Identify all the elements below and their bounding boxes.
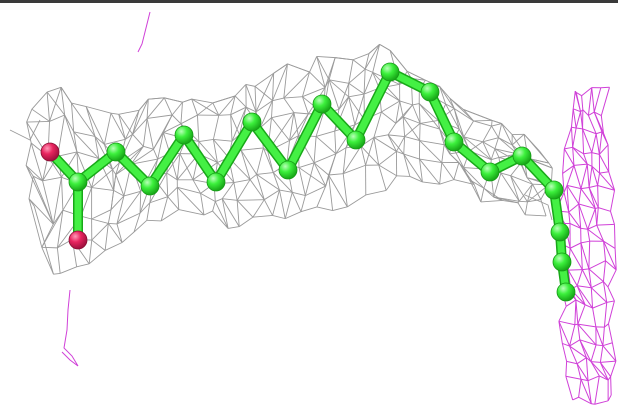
viewer-top-border <box>0 0 618 3</box>
carbon-atom-1 <box>68 172 88 192</box>
bond-6 <box>212 118 256 186</box>
atoms <box>40 62 576 302</box>
carbon-atom-9 <box>346 130 366 150</box>
bond-7 <box>248 118 292 174</box>
carbon-atom-4 <box>174 125 194 145</box>
bond-4 <box>146 131 188 190</box>
carbon-atom-11 <box>420 82 440 102</box>
oxygen-atom-2 <box>68 230 88 250</box>
magenta-fragment-bottom-left <box>61 289 79 367</box>
carbon-atom-10 <box>380 62 400 82</box>
bond-5 <box>180 131 220 186</box>
carbon-atom-8 <box>312 94 332 114</box>
carbon-atom-17 <box>552 252 572 272</box>
bond-8 <box>284 100 326 174</box>
carbon-atom-12 <box>444 132 464 152</box>
carbon-atom-16 <box>550 222 570 242</box>
carbon-atom-5 <box>206 172 226 192</box>
carbon-atom-18 <box>556 282 576 302</box>
carbon-atom-2 <box>106 142 126 162</box>
carbon-atom-13 <box>480 162 500 182</box>
carbon-atom-3 <box>140 176 160 196</box>
carbon-atom-15 <box>544 180 564 200</box>
carbon-atom-7 <box>278 160 298 180</box>
carbon-atom-6 <box>242 112 262 132</box>
magenta-fragment-top <box>137 11 151 53</box>
carbon-atom-14 <box>512 146 532 166</box>
oxygen-atom-1 <box>40 142 60 162</box>
bond-10 <box>352 68 394 144</box>
